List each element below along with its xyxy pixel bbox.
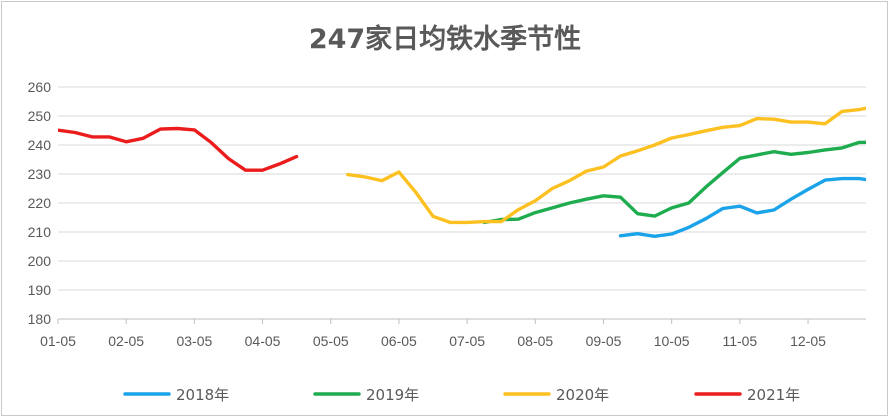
- legend-label-1: 2018年: [176, 386, 229, 404]
- x-tick-label: 11-05: [722, 333, 757, 349]
- x-tick-label: 09-05: [586, 333, 622, 349]
- x-tick-label: 05-05: [313, 333, 349, 349]
- y-tick-label: 260: [28, 79, 52, 95]
- series-line-4: [58, 126, 299, 172]
- legend-label-2: 2019年: [366, 386, 419, 404]
- x-tick-label: 03-05: [176, 333, 212, 349]
- series-lines: [58, 106, 866, 239]
- chart-title: 247家日均铁水季节性: [309, 23, 581, 55]
- y-tick-label: 200: [28, 253, 52, 269]
- x-tick-label: 06-05: [381, 333, 417, 349]
- x-tick-label: 07-05: [449, 333, 485, 349]
- legend-label-4: 2021年: [747, 386, 800, 404]
- axes: 180 190 200 210 220 230 240 250 260 01-05 02-05 03-…: [28, 79, 866, 349]
- x-tick-label: 01-05: [40, 333, 76, 349]
- x-tick-label: 04-05: [245, 333, 281, 349]
- x-tick-label: 08-05: [517, 333, 553, 349]
- series-line-3: [346, 106, 866, 225]
- y-tick-label: 180: [28, 311, 52, 327]
- legend-label-3: 2020年: [556, 386, 609, 404]
- y-tick-label: 220: [28, 195, 52, 211]
- y-tick-label: 240: [28, 137, 52, 153]
- y-tick-label: 230: [28, 166, 52, 182]
- y-tick-label: 190: [28, 282, 52, 298]
- y-tick-label: 250: [28, 108, 52, 124]
- x-tick-label: 12-05: [790, 333, 826, 349]
- x-tick-label: 02-05: [108, 333, 144, 349]
- series-line-1: [618, 176, 866, 239]
- series-line-2: [482, 140, 866, 225]
- legend: 2018年 2019年 2020年 2021年: [123, 386, 800, 404]
- y-tick-label: 210: [28, 224, 52, 240]
- x-tick-label: 10-05: [654, 333, 690, 349]
